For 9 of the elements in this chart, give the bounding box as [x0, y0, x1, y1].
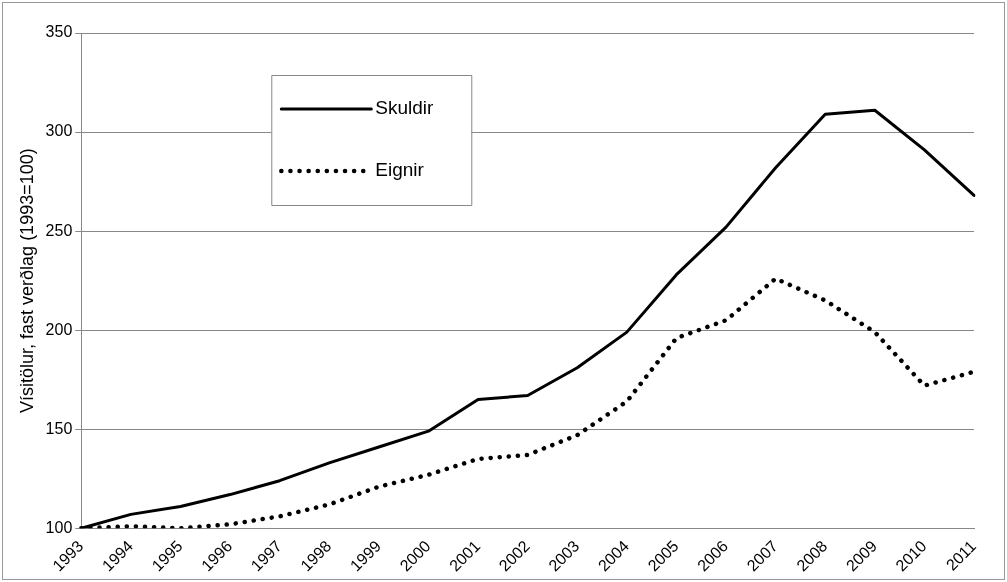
y-tick-label: 250	[45, 221, 73, 239]
y-tick-label: 100	[45, 518, 73, 536]
legend-label: Skuldir	[375, 97, 435, 119]
y-tick-label: 150	[45, 419, 73, 437]
y-tick-label: 300	[45, 122, 73, 140]
y-tick-label: 350	[45, 23, 73, 41]
y-axis-title: Vísitölur, fast verðlag (1993=100)	[16, 148, 37, 413]
legend-label: Eignir	[375, 159, 425, 181]
y-tick-label: 200	[45, 320, 73, 338]
